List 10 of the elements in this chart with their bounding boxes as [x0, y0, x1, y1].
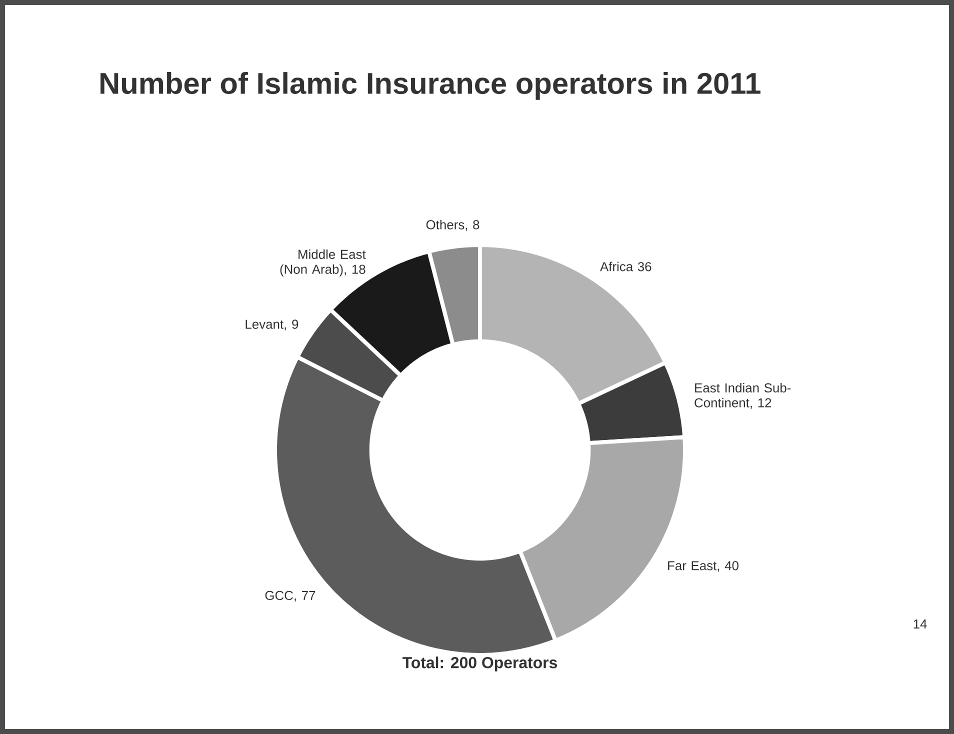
- slice-label: Levant, 9: [246, 320, 298, 330]
- slice-label: Middle East (Non Arab), 18: [280, 249, 366, 276]
- slice-label: Others, 8: [426, 220, 480, 231]
- slice-label: Far East, 40: [668, 561, 738, 572]
- text: 14: [914, 620, 927, 628]
- text: Total: 200 Operators: [402, 656, 557, 672]
- slice-label: GCC, 77: [265, 590, 316, 602]
- slice-label: East Indian Sub-Continent, 12: [694, 382, 791, 409]
- chart-title: Number of Islamic Insurance operators in 2011: [100, 72, 760, 100]
- slice-label: Africa 36: [600, 262, 652, 272]
